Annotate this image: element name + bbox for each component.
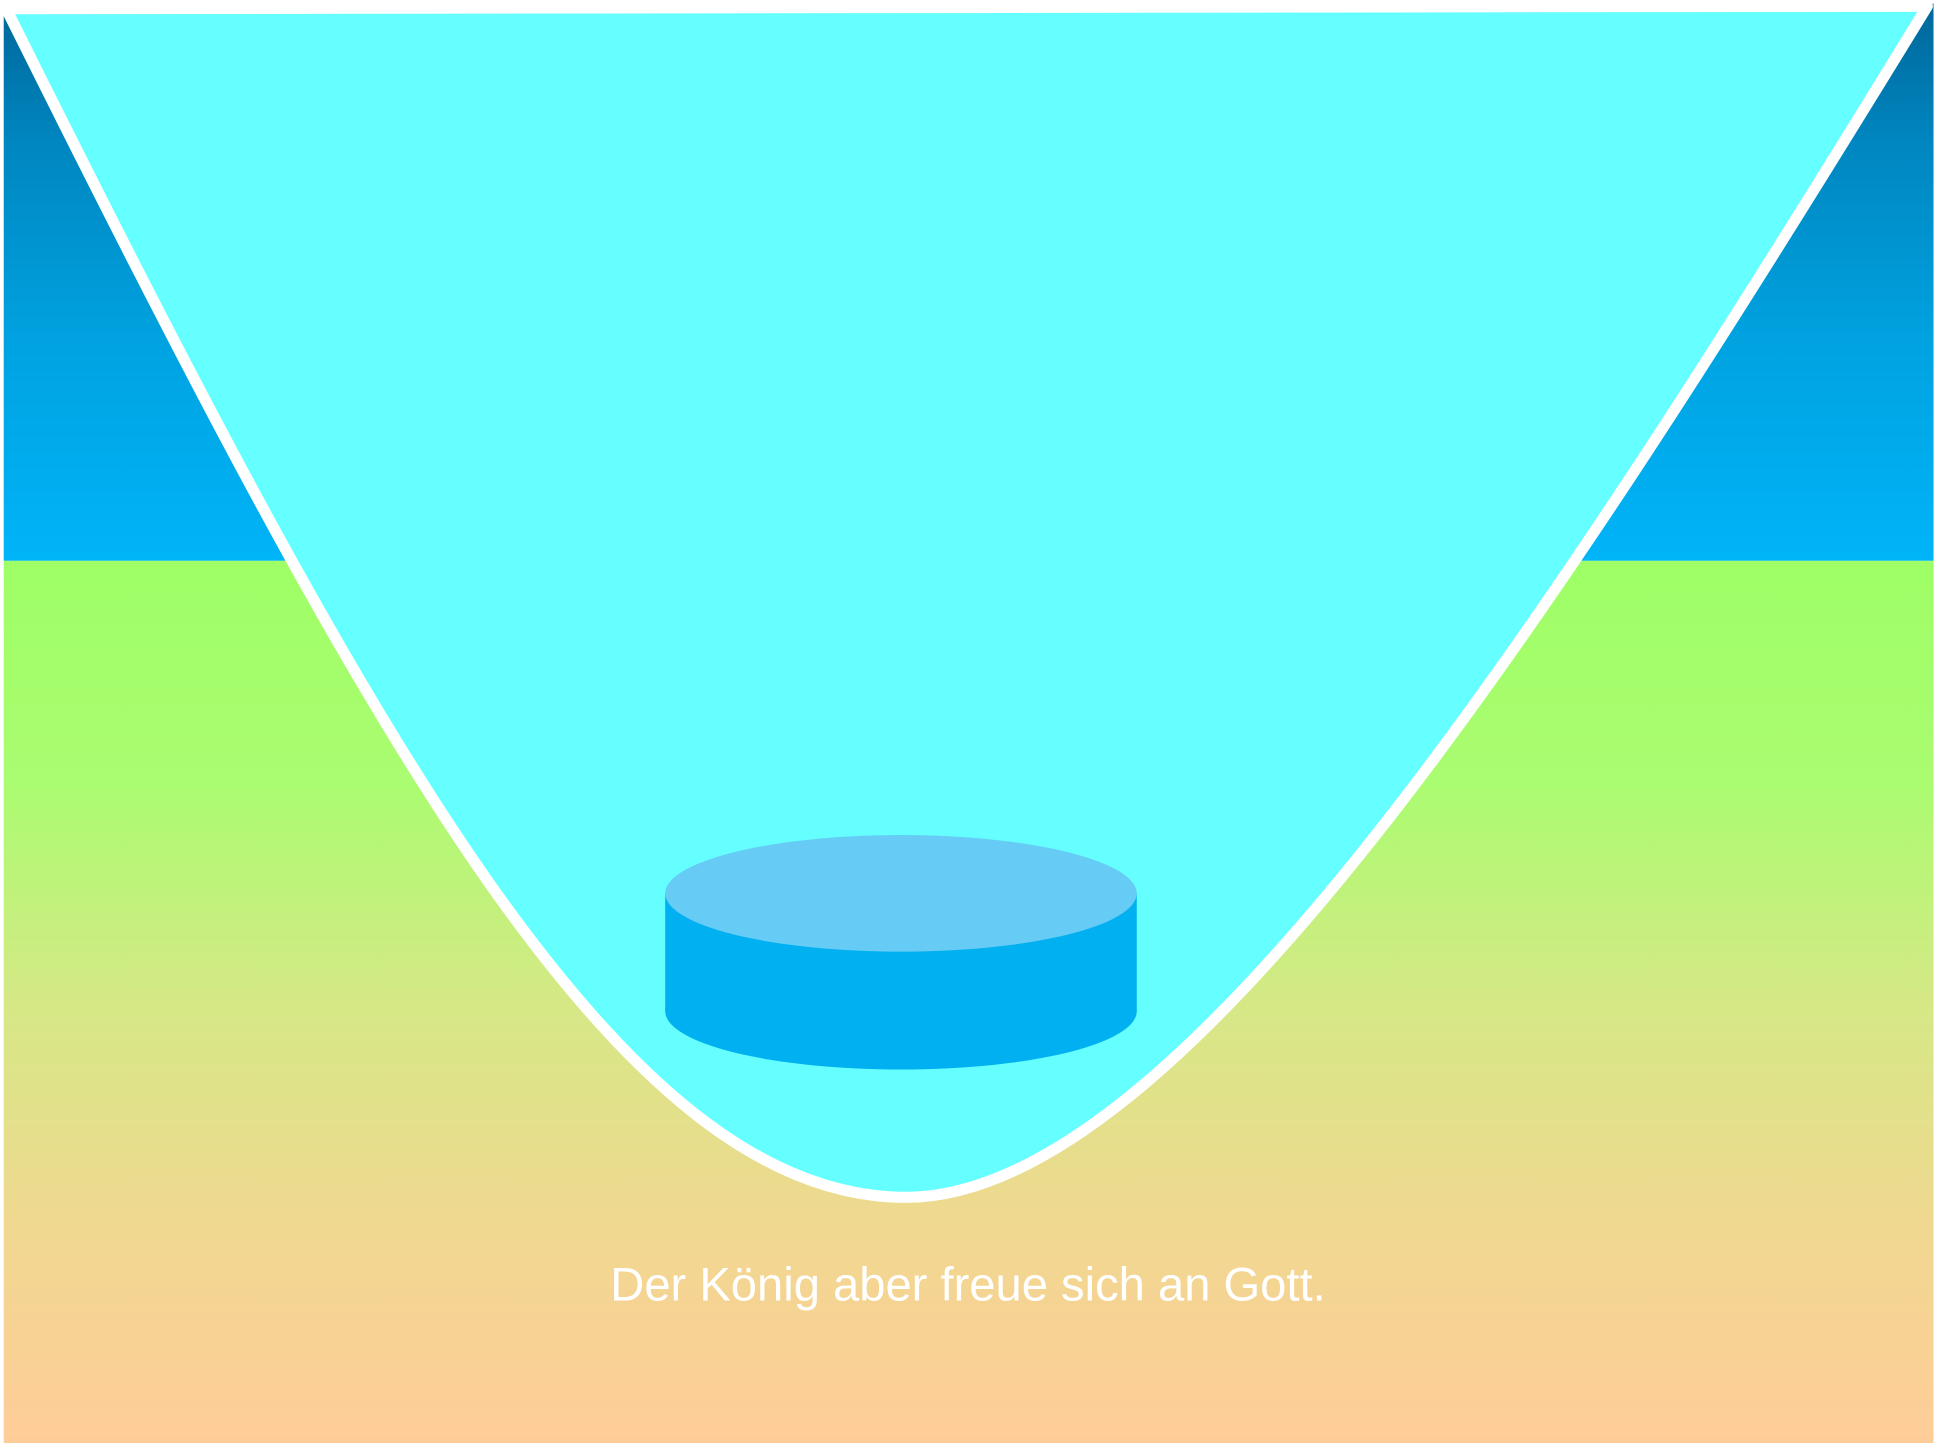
cylinder-top <box>665 835 1137 952</box>
page: Der König aber freue sich an Gott. (() =… <box>0 0 1936 1443</box>
caption: Der König aber freue sich an Gott. <box>610 1257 1325 1310</box>
cylinder <box>665 835 1137 1070</box>
scene: Der König aber freue sich an Gott. <box>0 0 1936 1443</box>
